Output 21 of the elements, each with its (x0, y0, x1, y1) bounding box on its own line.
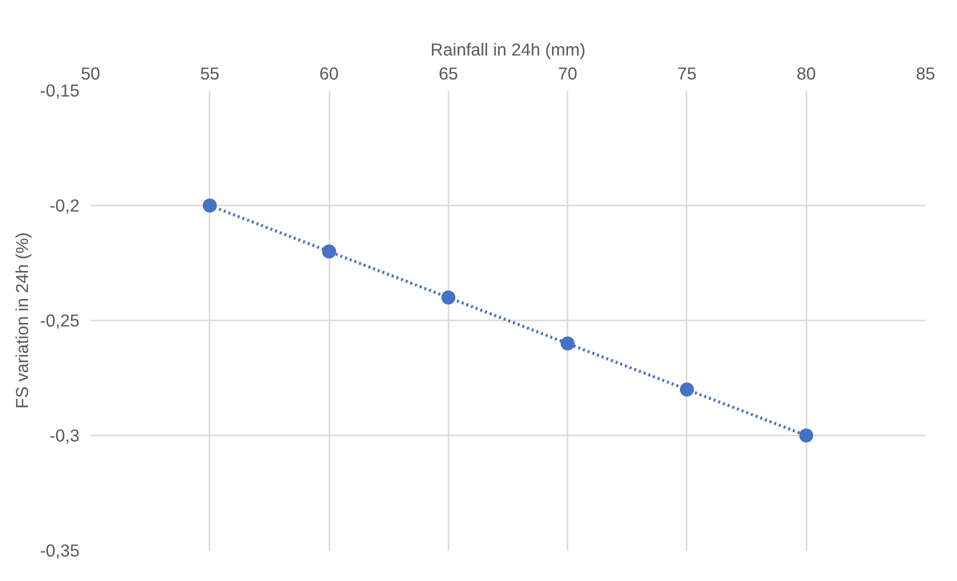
y-tick-label: -0,35 (40, 540, 80, 560)
y-axis-title: FS variation in 24h (%) (12, 232, 32, 409)
x-tick-label: 80 (796, 64, 816, 84)
x-tick-label: 65 (438, 64, 458, 84)
y-tick-label: -0,3 (50, 426, 80, 446)
y-tick-label: -0,25 (40, 310, 80, 330)
point (441, 290, 456, 304)
point (799, 428, 814, 442)
x-tick-label: 60 (319, 64, 339, 84)
x-tick-label: 75 (677, 64, 697, 84)
x-tick-label: 50 (80, 64, 100, 84)
point (322, 244, 336, 258)
point (680, 382, 694, 396)
y-tick-label: -0,15 (40, 80, 80, 100)
y-tick-label: -0,2 (50, 196, 80, 216)
x-tick-label: 70 (558, 64, 578, 84)
point (560, 336, 575, 350)
x-tick-label: 85 (916, 64, 936, 84)
point (202, 198, 217, 212)
x-axis-title: Rainfall in 24h (mm) (430, 40, 586, 60)
x-tick-label: 55 (200, 64, 220, 84)
